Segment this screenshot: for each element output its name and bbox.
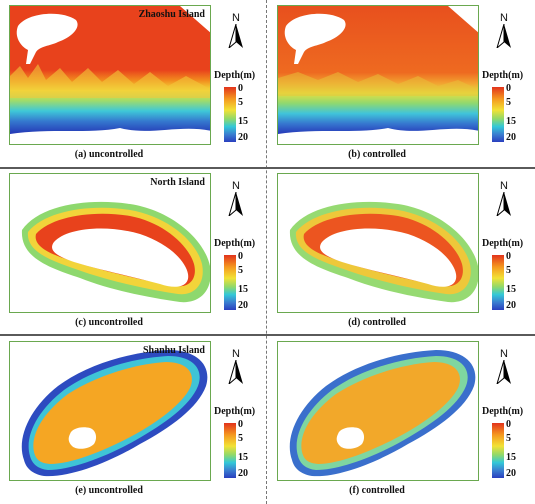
panel-caption: (d) controlled	[348, 317, 406, 328]
legend-tick: 15	[506, 452, 516, 463]
legend-tick: 5	[506, 433, 511, 444]
legend-tick: 0	[506, 419, 511, 430]
legend-title: Depth(m)	[214, 238, 256, 249]
legend-tick: 20	[238, 300, 248, 311]
depth-legend: Depth(m) 0 5 15 20	[482, 70, 534, 150]
legend-colorbar	[492, 255, 504, 310]
legend-tick: 20	[238, 132, 248, 143]
legend-colorbar	[492, 87, 504, 142]
legend-tick: 5	[238, 97, 243, 108]
map-graphic-c	[21, 201, 210, 303]
legend-tick: 5	[506, 265, 511, 276]
panel-caption: (a) uncontrolled	[74, 149, 144, 160]
depth-legend: Depth(m) 0 5 15 20	[214, 406, 266, 486]
depth-legend: Depth(m) 0 5 15 20	[482, 406, 534, 486]
legend-ticks: 0 5 15 20	[506, 419, 534, 483]
depth-legend: Depth(m) 0 5 15 20	[214, 238, 266, 318]
depth-map-e: Shanhu Island	[9, 341, 211, 481]
legend-tick: 15	[238, 116, 248, 127]
north-arrow-icon	[496, 192, 511, 216]
legend-ticks: 0 5 15 20	[238, 419, 266, 483]
legend-ticks: 0 5 15 20	[506, 251, 534, 315]
legend-tick: 20	[506, 132, 516, 143]
map-graphic-b	[278, 6, 478, 134]
legend-tick: 15	[238, 452, 248, 463]
north-arrow-icon	[496, 360, 511, 384]
legend-ticks: 0 5 15 20	[506, 83, 534, 147]
panel-caption: (b) controlled	[348, 149, 406, 160]
legend-tick: 15	[506, 284, 516, 295]
island-label: Zhaoshu Island	[138, 9, 205, 20]
panel-caption: (c) uncontrolled	[75, 317, 143, 328]
row-divider-1	[0, 167, 535, 169]
north-letter: N	[500, 348, 508, 360]
legend-title: Depth(m)	[214, 406, 256, 417]
north-letter: N	[500, 180, 508, 192]
north-arrow: N	[494, 180, 514, 216]
legend-tick: 0	[506, 83, 511, 94]
north-letter: N	[500, 12, 508, 24]
depth-map-d	[277, 173, 479, 313]
north-arrow: N	[494, 12, 514, 48]
legend-colorbar	[224, 423, 236, 478]
legend-colorbar	[492, 423, 504, 478]
north-arrow-icon	[228, 24, 243, 48]
legend-tick: 0	[238, 419, 243, 430]
panel-a: Zhaoshu Island (a) uncontrolled N Depth(…	[0, 0, 267, 168]
north-arrow-icon	[228, 192, 243, 216]
legend-title: Depth(m)	[214, 70, 256, 81]
legend-tick: 5	[238, 433, 243, 444]
legend-colorbar	[224, 255, 236, 310]
panel-c: North Island (c) uncontrolled N Depth(m)…	[0, 168, 267, 336]
island-label: North Island	[150, 177, 205, 188]
island-label: Shanhu Island	[143, 345, 205, 356]
panel-e: Shanhu Island (e) uncontrolled N Depth(m…	[0, 336, 267, 504]
legend-tick: 0	[506, 251, 511, 262]
map-graphic-a	[10, 6, 210, 134]
legend-title: Depth(m)	[482, 406, 524, 417]
panel-b: (b) controlled N Depth(m) 0 5 15 20	[268, 0, 535, 168]
north-arrow: N	[226, 348, 246, 384]
panel-caption: (e) uncontrolled	[75, 485, 143, 496]
legend-title: Depth(m)	[482, 70, 524, 81]
legend-tick: 15	[506, 116, 516, 127]
legend-ticks: 0 5 15 20	[238, 83, 266, 147]
north-letter: N	[232, 12, 240, 24]
legend-tick: 5	[238, 265, 243, 276]
legend-tick: 20	[506, 468, 516, 479]
north-arrow-icon	[228, 360, 243, 384]
north-letter: N	[232, 348, 240, 360]
map-graphic-f	[289, 350, 476, 477]
panel-caption: (f) controlled	[349, 485, 405, 496]
legend-tick: 5	[506, 97, 511, 108]
column-divider	[266, 0, 267, 504]
north-arrow-icon	[496, 24, 511, 48]
legend-ticks: 0 5 15 20	[238, 251, 266, 315]
legend-tick: 0	[238, 251, 243, 262]
north-arrow: N	[494, 348, 514, 384]
map-graphic-d	[289, 201, 478, 303]
legend-tick: 0	[238, 83, 243, 94]
legend-tick: 20	[238, 468, 248, 479]
panel-d: (d) controlled N Depth(m) 0 5 15 20	[268, 168, 535, 336]
legend-tick: 20	[506, 300, 516, 311]
depth-map-b	[277, 5, 479, 145]
depth-legend: Depth(m) 0 5 15 20	[482, 238, 534, 318]
depth-map-f	[277, 341, 479, 481]
north-letter: N	[232, 180, 240, 192]
legend-colorbar	[224, 87, 236, 142]
legend-title: Depth(m)	[482, 238, 524, 249]
depth-legend: Depth(m) 0 5 15 20	[214, 70, 266, 150]
map-graphic-e	[21, 350, 208, 477]
depth-map-c: North Island	[9, 173, 211, 313]
legend-tick: 15	[238, 284, 248, 295]
panel-f: (f) controlled N Depth(m) 0 5 15 20	[268, 336, 535, 504]
row-divider-2	[0, 334, 535, 336]
north-arrow: N	[226, 180, 246, 216]
depth-map-a: Zhaoshu Island	[9, 5, 211, 145]
north-arrow: N	[226, 12, 246, 48]
